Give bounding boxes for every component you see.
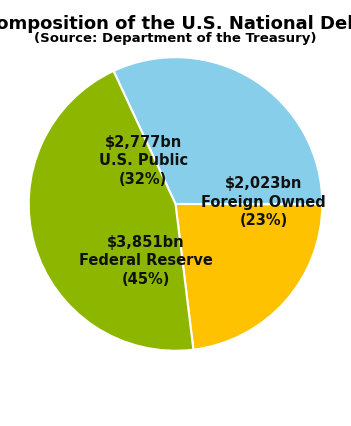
Wedge shape: [29, 72, 193, 351]
Text: www.DollarDaze.org: www.DollarDaze.org: [166, 401, 326, 415]
Text: Composition of the U.S. National Debt: Composition of the U.S. National Debt: [0, 15, 351, 33]
Text: $2,023bn
Foreign Owned
(23%): $2,023bn Foreign Owned (23%): [201, 176, 326, 227]
Text: $3,851bn
Federal Reserve
(45%): $3,851bn Federal Reserve (45%): [79, 234, 213, 286]
Wedge shape: [113, 58, 322, 205]
Text: (Source: Department of the Treasury): (Source: Department of the Treasury): [34, 32, 317, 45]
Wedge shape: [176, 204, 322, 350]
Text: $2,777bn
U.S. Public
(32%): $2,777bn U.S. Public (32%): [99, 135, 188, 187]
